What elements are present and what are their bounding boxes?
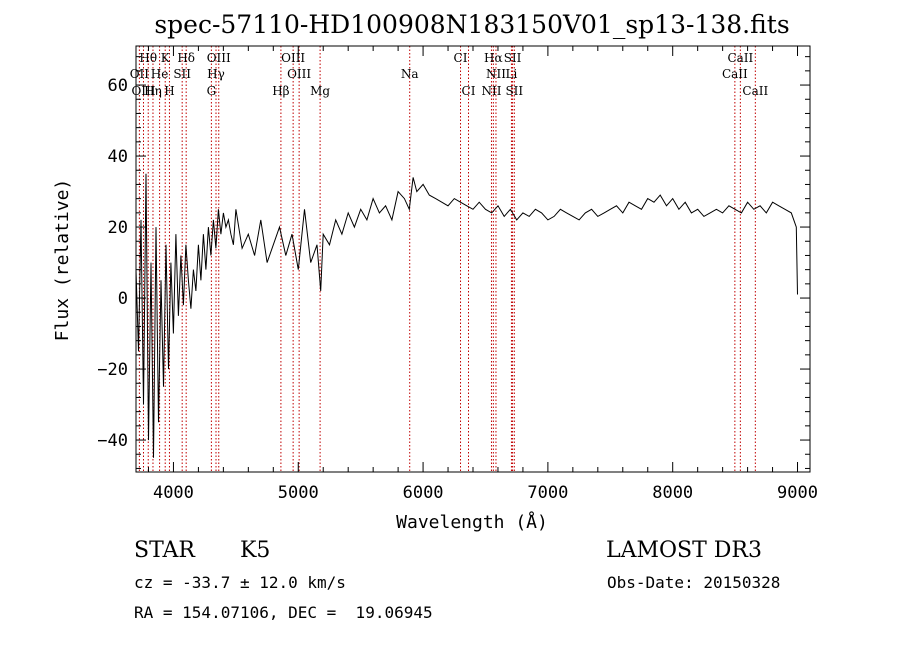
marker-label-24: CI — [462, 84, 476, 98]
marker-label-6: Hα — [484, 51, 503, 65]
object-subclass: K5 — [240, 538, 271, 563]
plot-frame — [135, 45, 811, 473]
marker-label-19: Hη — [144, 84, 162, 98]
spectrum-series-line — [135, 173, 798, 458]
survey-name: LAMOST DR3 — [606, 538, 762, 563]
marker-label-12: Hγ — [207, 67, 225, 81]
y-tick-label-2: 0 — [118, 289, 128, 309]
spectral-line-markers — [138, 46, 756, 472]
x-tick-label-5: 9000 — [777, 483, 818, 503]
marker-label-21: G — [207, 84, 217, 98]
y-tick-label-1: −20 — [97, 360, 128, 380]
marker-label-20: H — [164, 84, 174, 98]
marker-label-1: K — [161, 51, 171, 65]
marker-label-26: SII — [505, 84, 523, 98]
marker-label-17: CaII — [722, 67, 748, 81]
marker-label-11: SII — [173, 67, 191, 81]
marker-label-23: Mg — [310, 84, 330, 98]
marker-label-5: CI — [454, 51, 468, 65]
marker-label-16: Li — [506, 67, 518, 81]
marker-label-14: Na — [401, 67, 419, 81]
y-axis-ticks: −40 −20 0 20 40 60 — [97, 56, 810, 469]
y-tick-label-3: 20 — [108, 218, 128, 238]
marker-label-2: Hδ — [177, 51, 195, 65]
marker-label-22: Hβ — [272, 84, 289, 98]
marker-label-4: OIII — [281, 51, 305, 65]
marker-label-25: NII — [481, 84, 501, 98]
y-tick-label-4: 40 — [108, 147, 128, 167]
marker-label-18: OIII — [131, 84, 155, 98]
marker-label-8: CaII — [727, 51, 753, 65]
marker-label-27: CaII — [742, 84, 768, 98]
marker-label-10: He — [151, 67, 169, 81]
marker-label-13: OIII — [287, 67, 311, 81]
x-tick-label-2: 6000 — [403, 483, 444, 503]
x-tick-label-1: 5000 — [278, 483, 319, 503]
x-axis-label: Wavelength (Å) — [396, 511, 548, 533]
marker-label-0: Hθ — [139, 51, 157, 65]
marker-label-9: OII — [130, 67, 150, 81]
x-tick-label-4: 8000 — [652, 483, 693, 503]
x-tick-label-0: 4000 — [153, 483, 194, 503]
chart-title: spec-57110-HD100908N183150V01_sp13-138.f… — [154, 10, 789, 39]
x-tick-label-3: 7000 — [527, 483, 568, 503]
marker-label-3: OIII — [207, 51, 231, 65]
obs-date-text: Obs-Date: 20150328 — [607, 573, 781, 592]
y-tick-label-5: 60 — [108, 76, 128, 96]
marker-label-7: SII — [504, 51, 522, 65]
y-tick-label-0: −40 — [97, 431, 128, 451]
object-class: STAR — [134, 538, 195, 563]
redshift-text: cz = -33.7 ± 12.0 km/s — [134, 573, 346, 592]
marker-label-15: NII — [486, 67, 506, 81]
coords-text: RA = 154.07106, DEC = 19.06945 — [134, 603, 433, 622]
x-axis-ticks: 4000 5000 6000 7000 8000 9000 — [147, 46, 818, 503]
y-axis-label: Flux (relative) — [52, 179, 73, 342]
